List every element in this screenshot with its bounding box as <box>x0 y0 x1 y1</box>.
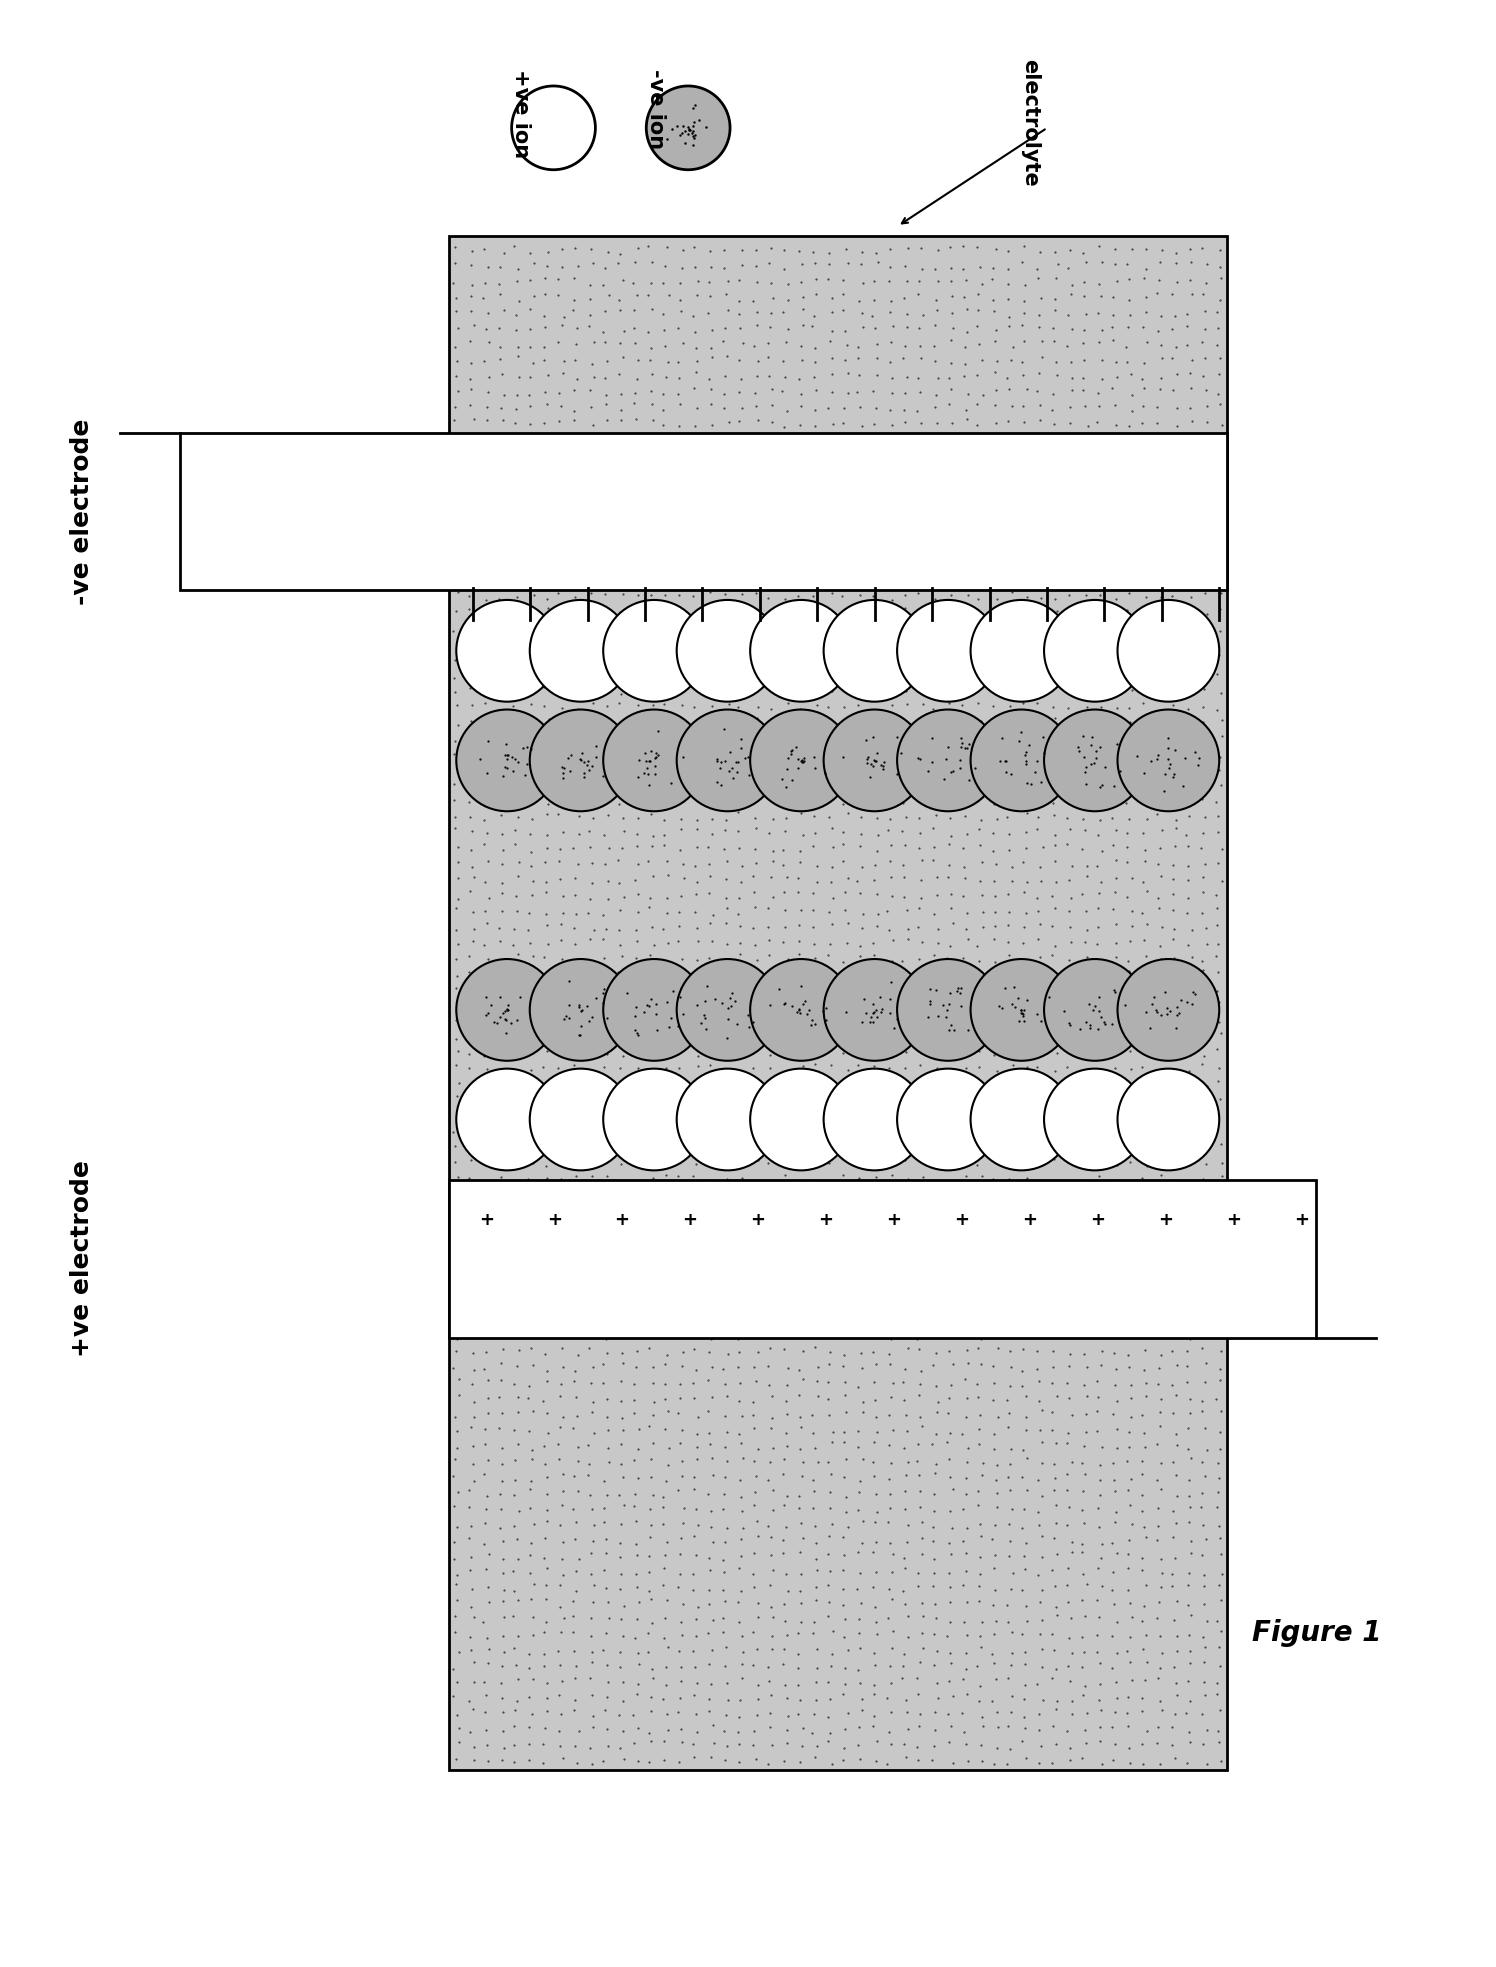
Ellipse shape <box>676 600 778 702</box>
Ellipse shape <box>603 600 705 702</box>
Ellipse shape <box>824 960 926 1060</box>
Ellipse shape <box>824 710 926 810</box>
Ellipse shape <box>512 87 595 169</box>
Ellipse shape <box>676 1068 778 1170</box>
Text: +: + <box>818 1210 833 1229</box>
Ellipse shape <box>824 1068 926 1170</box>
Text: +ve electrode: +ve electrode <box>70 1161 94 1357</box>
Ellipse shape <box>1044 600 1146 702</box>
Ellipse shape <box>749 960 851 1060</box>
Ellipse shape <box>530 600 631 702</box>
Ellipse shape <box>898 710 999 810</box>
Bar <box>449 236 1227 1770</box>
Ellipse shape <box>456 710 558 810</box>
Ellipse shape <box>898 600 999 702</box>
Ellipse shape <box>456 960 558 1060</box>
Ellipse shape <box>530 960 631 1060</box>
Text: electrolyte: electrolyte <box>1020 59 1040 187</box>
Ellipse shape <box>456 600 558 702</box>
Ellipse shape <box>898 1068 999 1170</box>
Text: +: + <box>615 1210 630 1229</box>
Bar <box>180 433 1227 590</box>
Ellipse shape <box>456 1068 558 1170</box>
Ellipse shape <box>749 600 851 702</box>
Ellipse shape <box>824 600 926 702</box>
Text: -ve electrode: -ve electrode <box>70 419 94 604</box>
Ellipse shape <box>530 1068 631 1170</box>
Text: +: + <box>751 1210 766 1229</box>
Text: +: + <box>1158 1210 1173 1229</box>
Ellipse shape <box>971 710 1073 810</box>
Text: +: + <box>682 1210 697 1229</box>
Ellipse shape <box>646 87 730 169</box>
Ellipse shape <box>1044 710 1146 810</box>
Ellipse shape <box>603 710 705 810</box>
Text: -ve ion: -ve ion <box>646 69 666 149</box>
Text: +: + <box>1294 1210 1309 1229</box>
Text: +: + <box>1022 1210 1037 1229</box>
Ellipse shape <box>971 600 1073 702</box>
Ellipse shape <box>1118 710 1219 810</box>
Text: +: + <box>1227 1210 1242 1229</box>
Text: +: + <box>954 1210 969 1229</box>
Ellipse shape <box>749 710 851 810</box>
Ellipse shape <box>749 1068 851 1170</box>
Ellipse shape <box>971 960 1073 1060</box>
Ellipse shape <box>898 960 999 1060</box>
Text: Figure 1: Figure 1 <box>1252 1619 1381 1646</box>
Ellipse shape <box>530 710 631 810</box>
Ellipse shape <box>1118 600 1219 702</box>
Bar <box>449 1180 1316 1338</box>
Text: +: + <box>1091 1210 1106 1229</box>
Ellipse shape <box>1118 960 1219 1060</box>
Ellipse shape <box>603 960 705 1060</box>
Text: +: + <box>479 1210 494 1229</box>
Ellipse shape <box>1044 960 1146 1060</box>
Text: +: + <box>546 1210 561 1229</box>
Ellipse shape <box>676 710 778 810</box>
Ellipse shape <box>676 960 778 1060</box>
Text: +ve ion: +ve ion <box>512 69 531 157</box>
Ellipse shape <box>603 1068 705 1170</box>
Ellipse shape <box>1044 1068 1146 1170</box>
Ellipse shape <box>971 1068 1073 1170</box>
Text: +: + <box>886 1210 902 1229</box>
Ellipse shape <box>1118 1068 1219 1170</box>
